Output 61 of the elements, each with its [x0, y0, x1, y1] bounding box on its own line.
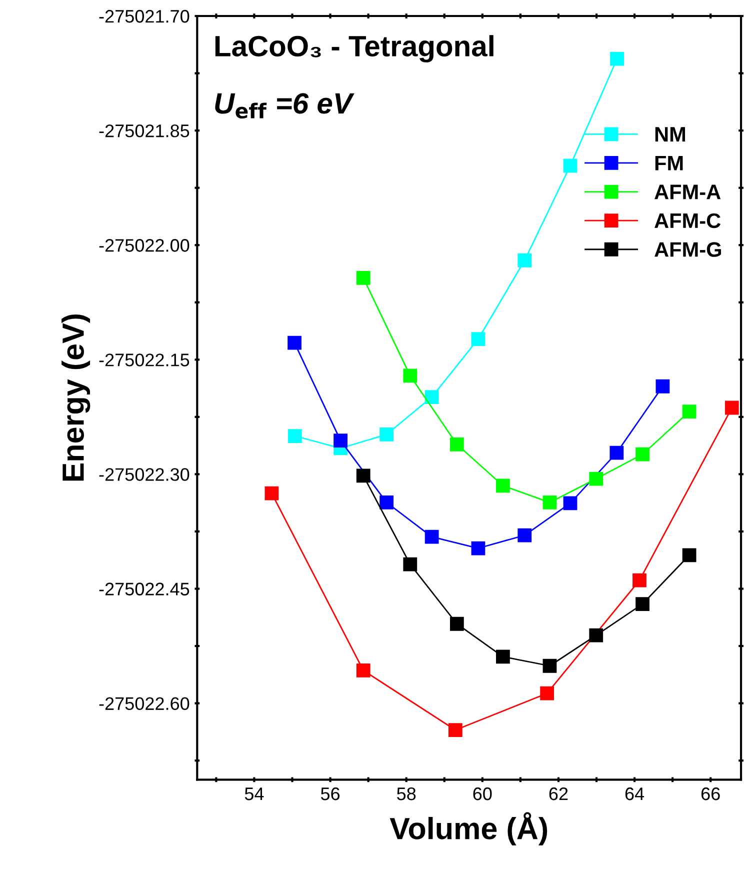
point	[542, 496, 557, 510]
point	[356, 664, 370, 678]
x-tick-label: 62	[549, 787, 568, 800]
y-tick-label: -275022.30	[99, 468, 190, 481]
text: U$_{eff}$ =6 eV	[215, 93, 354, 119]
point	[403, 368, 418, 383]
legend-label: FM	[655, 156, 683, 170]
point	[450, 616, 464, 631]
point	[563, 496, 578, 510]
text: LaCoO₃ - Tetragonal	[215, 35, 494, 62]
point	[636, 597, 650, 611]
legend-label: NM	[655, 127, 686, 142]
x-tick-label: 58	[397, 787, 416, 800]
point	[610, 52, 624, 66]
point	[471, 332, 486, 346]
point	[288, 336, 302, 350]
point	[496, 478, 510, 493]
point	[682, 404, 696, 419]
x-tick-label: 66	[701, 787, 720, 800]
legend-label: AFM-C	[654, 213, 721, 228]
point	[496, 650, 510, 664]
point	[563, 158, 578, 173]
point	[471, 541, 486, 556]
x-tick-label: 54	[244, 788, 264, 800]
y-tick-label: -275022.45	[99, 582, 190, 596]
point	[356, 468, 370, 483]
x-tick-label: 64	[625, 787, 644, 800]
x-tick-label: 56	[320, 787, 340, 800]
y-tick-label: -275021.85	[99, 124, 190, 138]
point	[380, 496, 394, 510]
y-tick-label: -275022.00	[99, 239, 190, 252]
point	[682, 548, 696, 562]
point	[403, 557, 418, 572]
point	[380, 428, 394, 442]
point	[610, 446, 624, 460]
legend-label: AFM-G	[654, 242, 721, 257]
point	[656, 379, 670, 394]
y-axis-title: Energy (eV)	[62, 314, 90, 481]
y-tick-label: -275022.15	[99, 354, 190, 366]
legend-label: AFM-A	[654, 184, 721, 200]
point	[542, 658, 557, 673]
point	[356, 270, 370, 285]
point	[589, 472, 604, 486]
point	[636, 447, 650, 462]
point	[518, 253, 532, 268]
point	[632, 573, 646, 588]
point	[518, 528, 532, 542]
point	[288, 429, 302, 443]
point	[724, 400, 739, 415]
x-tick-label: 60	[473, 787, 492, 800]
y-tick-label: -275021.70	[99, 10, 190, 23]
point	[448, 723, 462, 737]
x-axis-title: Volume (Å)	[390, 812, 548, 846]
y-tick-label: -275022.60	[99, 697, 190, 710]
point	[264, 486, 279, 500]
point	[540, 686, 554, 700]
point	[334, 434, 348, 448]
point	[450, 437, 464, 452]
point	[424, 530, 439, 544]
point	[589, 628, 604, 642]
point	[424, 390, 439, 404]
